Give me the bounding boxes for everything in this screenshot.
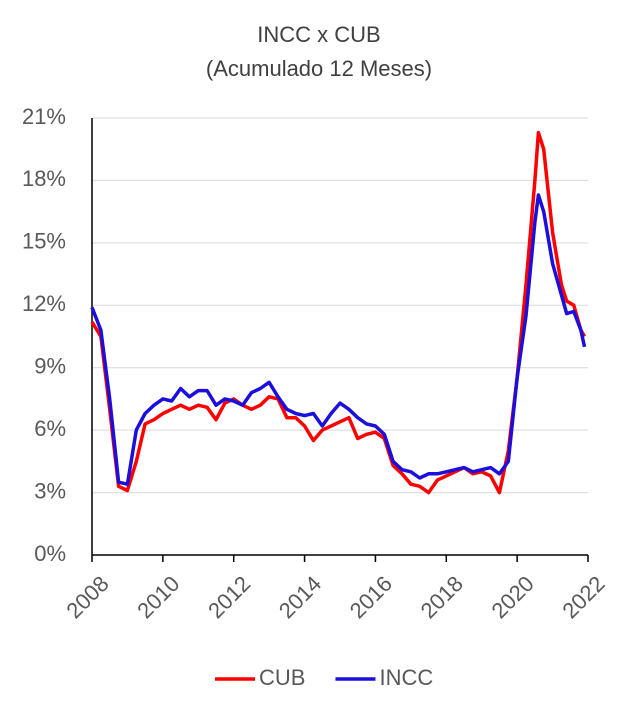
chart-title: INCC x CUB	[257, 22, 380, 47]
x-tick-label: 2022	[557, 571, 609, 623]
legend-label: INCC	[379, 665, 433, 690]
x-tick-label: 2008	[61, 571, 113, 623]
x-tick-label: 2010	[132, 571, 184, 623]
y-tick-label: 6%	[34, 416, 66, 441]
x-tick-label: 2016	[345, 571, 397, 623]
y-tick-label: 18%	[22, 166, 66, 191]
x-tick-label: 2012	[203, 571, 255, 623]
y-tick-label: 3%	[34, 478, 66, 503]
y-tick-label: 12%	[22, 291, 66, 316]
x-tick-label: 2018	[416, 571, 468, 623]
y-tick-label: 15%	[22, 229, 66, 254]
legend-label: CUB	[259, 665, 305, 690]
series-line	[90, 193, 587, 486]
y-tick-label: 0%	[34, 541, 66, 566]
y-tick-label: 21%	[22, 104, 66, 129]
y-tick-label: 9%	[34, 354, 66, 379]
x-tick-label: 2014	[274, 571, 326, 623]
x-tick-label: 2020	[486, 571, 538, 623]
chart-subtitle: (Acumulado 12 Meses)	[206, 56, 432, 81]
